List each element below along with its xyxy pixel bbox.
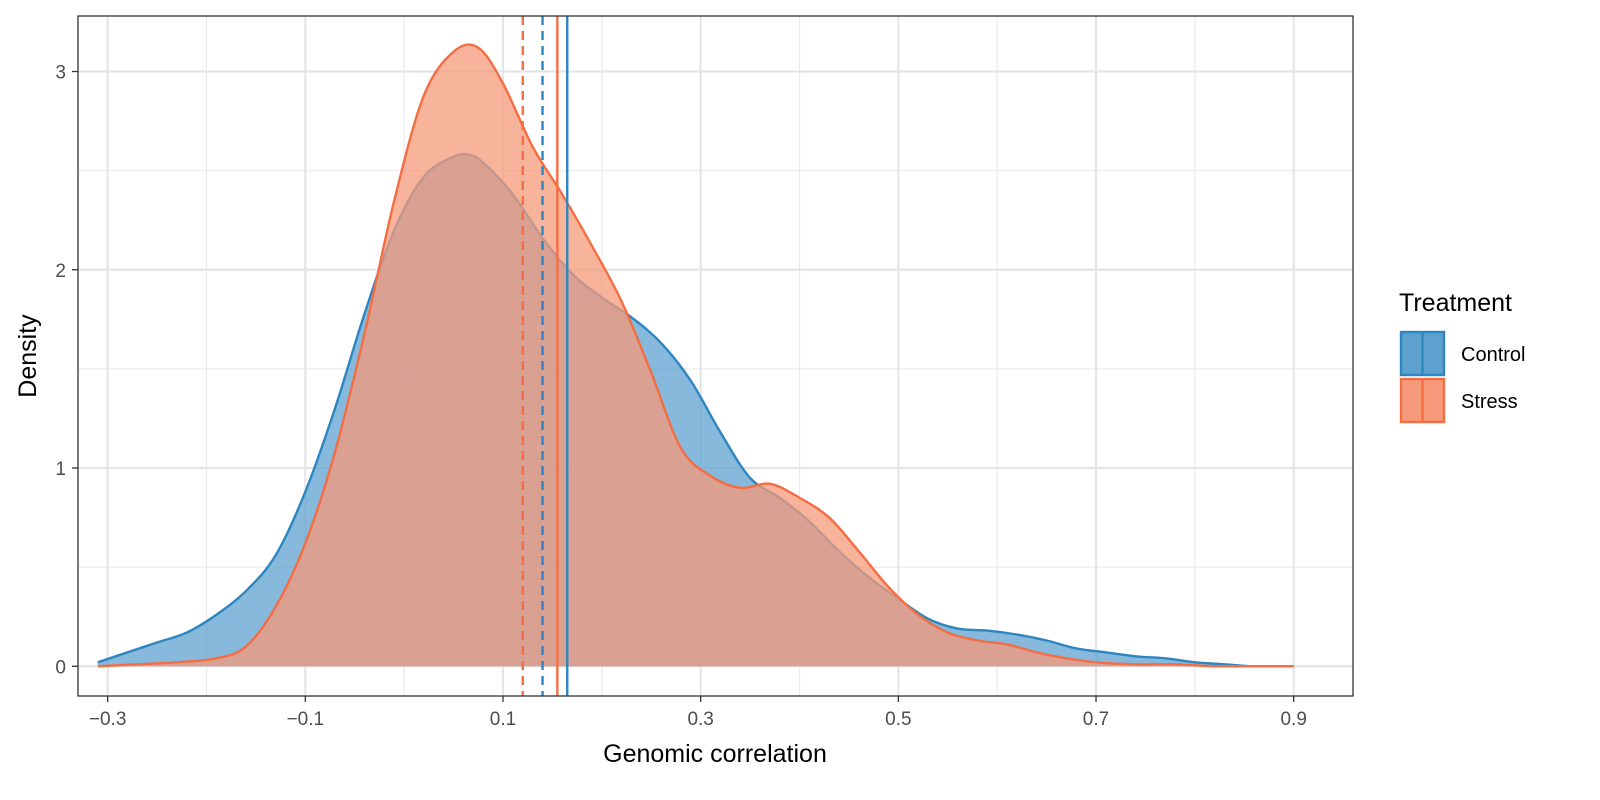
density-curve-stress [97,43,1294,668]
x-tick-label: 0.9 [1280,709,1306,730]
y-tick-label: 3 [55,63,66,84]
density-curve-control [97,152,1294,668]
legend-label-stress: Stress [1461,391,1518,413]
density-areas [97,43,1294,668]
y-axis-ticks: 0 1 2 3 [55,63,78,678]
plot-panel-border [77,15,1354,697]
legend-label-control: Control [1461,344,1525,366]
reference-lines [521,16,569,696]
y-tick-label: 1 [55,459,66,480]
x-tick-label: −0.3 [89,709,127,730]
y-axis-title: Density [14,314,42,398]
x-tick-label: 0.1 [490,709,516,730]
y-tick-label: 0 [55,657,66,678]
legend: Treatment Control Stress [1399,289,1525,424]
x-tick-label: 0.5 [885,709,911,730]
x-axis-ticks: −0.3 −0.1 0.1 0.3 0.5 0.7 0.9 [89,696,1307,730]
legend-title: Treatment [1399,289,1512,317]
y-tick-label: 2 [55,261,66,282]
x-tick-label: 0.7 [1083,709,1109,730]
x-tick-label: −0.1 [287,709,325,730]
density-area-stress [97,44,1294,667]
legend-keys: Control Stress [1399,330,1525,424]
x-axis-title: Genomic correlation [603,740,827,768]
x-tick-label: 0.3 [687,709,713,730]
